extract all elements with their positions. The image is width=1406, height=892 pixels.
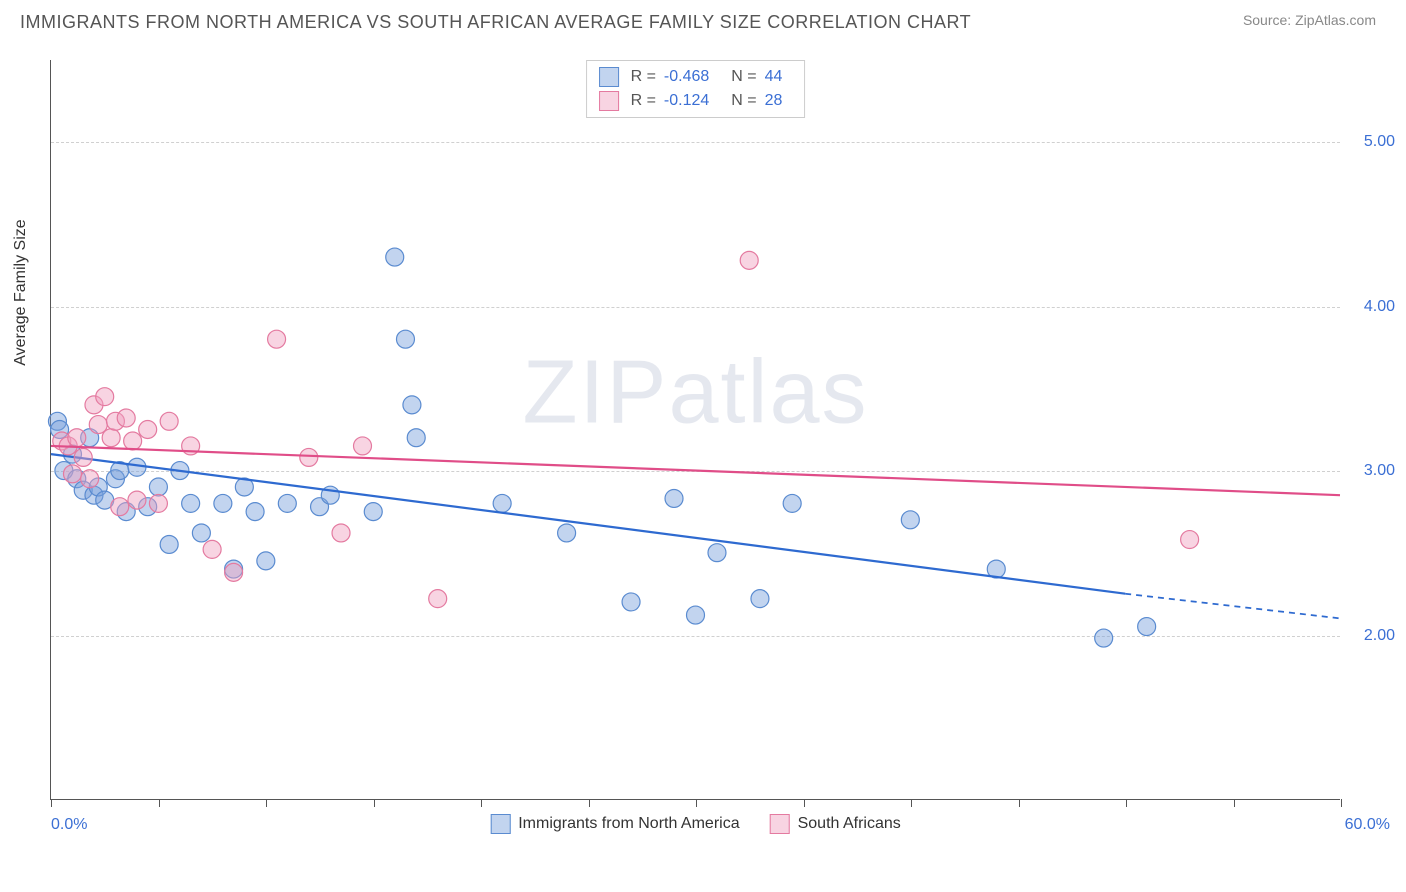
data-point	[396, 330, 414, 348]
legend-label-series-0: Immigrants from North America	[518, 815, 739, 833]
data-point	[111, 498, 129, 516]
data-point	[214, 494, 232, 512]
x-tick	[696, 799, 697, 807]
data-point	[268, 330, 286, 348]
r-label: R =	[631, 92, 656, 110]
x-tick	[911, 799, 912, 807]
data-point	[160, 412, 178, 430]
data-point	[354, 437, 372, 455]
chart-title: IMMIGRANTS FROM NORTH AMERICA VS SOUTH A…	[20, 12, 971, 33]
data-point	[386, 248, 404, 266]
data-point	[1181, 531, 1199, 549]
x-tick	[51, 799, 52, 807]
data-point	[74, 448, 92, 466]
x-axis-max-label: 60.0%	[1345, 816, 1390, 834]
scatter-svg	[51, 60, 1340, 799]
x-tick	[1019, 799, 1020, 807]
data-point	[708, 544, 726, 562]
x-tick	[1126, 799, 1127, 807]
x-tick	[1341, 799, 1342, 807]
data-point	[117, 409, 135, 427]
source-label: Source:	[1243, 12, 1295, 28]
n-value-series-1: 28	[765, 92, 783, 110]
legend-item-series-1: South Africans	[770, 814, 901, 834]
legend-row-series-1: R = -0.124 N = 28	[599, 89, 793, 113]
legend-label-series-1: South Africans	[798, 815, 901, 833]
n-value-series-0: 44	[765, 68, 783, 86]
data-point	[81, 470, 99, 488]
n-label: N =	[731, 92, 756, 110]
data-point	[332, 524, 350, 542]
data-point	[558, 524, 576, 542]
data-point	[403, 396, 421, 414]
y-tick-label: 5.00	[1364, 133, 1395, 151]
legend-swatch-series-1	[599, 91, 619, 111]
data-point	[139, 421, 157, 439]
n-label: N =	[731, 68, 756, 86]
x-tick	[804, 799, 805, 807]
data-point	[68, 429, 86, 447]
data-point	[160, 535, 178, 553]
data-point	[225, 563, 243, 581]
data-point	[257, 552, 275, 570]
data-point	[203, 540, 221, 558]
y-tick-label: 4.00	[1364, 298, 1395, 316]
legend-swatch-series-0	[599, 67, 619, 87]
legend-swatch-series-0-bottom	[490, 814, 510, 834]
data-point	[300, 448, 318, 466]
source-value: ZipAtlas.com	[1295, 12, 1376, 28]
data-point	[278, 494, 296, 512]
trend-line-extrapolated	[1125, 594, 1340, 619]
data-point	[622, 593, 640, 611]
data-point	[128, 491, 146, 509]
x-axis-min-label: 0.0%	[51, 816, 87, 834]
legend-series-names: Immigrants from North America South Afri…	[490, 814, 901, 834]
x-tick	[159, 799, 160, 807]
r-label: R =	[631, 68, 656, 86]
data-point	[96, 388, 114, 406]
data-point	[246, 503, 264, 521]
data-point	[102, 429, 120, 447]
data-point	[687, 606, 705, 624]
legend-item-series-0: Immigrants from North America	[490, 814, 739, 834]
data-point	[740, 251, 758, 269]
legend-row-series-0: R = -0.468 N = 44	[599, 65, 793, 89]
data-point	[751, 590, 769, 608]
data-point	[429, 590, 447, 608]
y-axis-title: Average Family Size	[12, 219, 30, 365]
data-point	[1095, 629, 1113, 647]
r-value-series-1: -0.124	[664, 92, 709, 110]
trend-line	[51, 454, 1125, 594]
legend-swatch-series-1-bottom	[770, 814, 790, 834]
data-point	[783, 494, 801, 512]
x-tick	[589, 799, 590, 807]
data-point	[192, 524, 210, 542]
data-point	[149, 494, 167, 512]
x-tick	[481, 799, 482, 807]
chart-header: IMMIGRANTS FROM NORTH AMERICA VS SOUTH A…	[0, 0, 1406, 33]
x-tick	[266, 799, 267, 807]
data-point	[128, 458, 146, 476]
legend-correlation-box: R = -0.468 N = 44 R = -0.124 N = 28	[586, 60, 806, 118]
y-tick-label: 3.00	[1364, 462, 1395, 480]
y-tick-label: 2.00	[1364, 627, 1395, 645]
chart-plot-area: Average Family Size ZIPatlas 2.003.004.0…	[50, 60, 1340, 800]
r-value-series-0: -0.468	[664, 68, 709, 86]
data-point	[124, 432, 142, 450]
data-point	[1138, 618, 1156, 636]
data-point	[63, 465, 81, 483]
data-point	[364, 503, 382, 521]
x-tick	[1234, 799, 1235, 807]
data-point	[407, 429, 425, 447]
data-point	[665, 489, 683, 507]
x-tick	[374, 799, 375, 807]
data-point	[149, 478, 167, 496]
data-point	[493, 494, 511, 512]
data-point	[182, 494, 200, 512]
chart-source: Source: ZipAtlas.com	[1243, 12, 1376, 28]
data-point	[901, 511, 919, 529]
